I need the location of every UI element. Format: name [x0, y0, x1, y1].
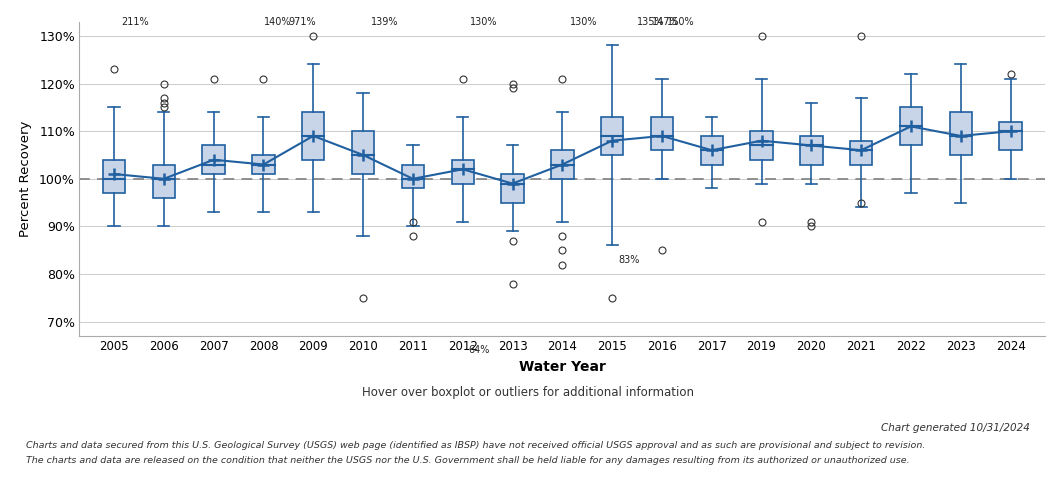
- Bar: [203, 145, 225, 174]
- X-axis label: Water Year: Water Year: [518, 360, 606, 374]
- Bar: [900, 108, 922, 145]
- Bar: [452, 160, 474, 183]
- Bar: [601, 117, 623, 155]
- Bar: [302, 112, 324, 160]
- Bar: [551, 150, 573, 179]
- Text: Hover over boxplot or outliers for additional information: Hover over boxplot or outliers for addit…: [362, 386, 694, 399]
- Text: 135%: 135%: [637, 17, 664, 27]
- Bar: [401, 165, 425, 188]
- Bar: [153, 165, 175, 198]
- Text: 147%: 147%: [652, 17, 680, 27]
- Bar: [949, 112, 972, 155]
- Text: The charts and data are released on the condition that neither the USGS nor the : The charts and data are released on the …: [26, 456, 910, 465]
- Bar: [102, 160, 126, 193]
- Text: 150%: 150%: [667, 17, 695, 27]
- Text: Chart generated 10/31/2024: Chart generated 10/31/2024: [881, 423, 1030, 433]
- Text: 139%: 139%: [371, 17, 398, 27]
- Y-axis label: Percent Recovery: Percent Recovery: [19, 120, 33, 237]
- Bar: [252, 155, 275, 174]
- Text: 130%: 130%: [470, 17, 497, 27]
- Bar: [650, 117, 673, 150]
- Bar: [999, 121, 1022, 150]
- Text: Charts and data secured from this U.S. Geological Survey (USGS) web page (identi: Charts and data secured from this U.S. G…: [26, 441, 926, 450]
- Text: 211%: 211%: [121, 17, 149, 27]
- Bar: [700, 136, 723, 165]
- Bar: [850, 141, 872, 165]
- Text: 971%: 971%: [288, 17, 316, 27]
- Bar: [502, 174, 524, 203]
- Bar: [352, 131, 374, 174]
- Text: 83%: 83%: [618, 255, 640, 265]
- Text: 130%: 130%: [570, 17, 598, 27]
- Bar: [751, 131, 773, 160]
- Text: 64%: 64%: [469, 345, 490, 355]
- Bar: [800, 136, 823, 165]
- Text: 140%: 140%: [264, 17, 291, 27]
